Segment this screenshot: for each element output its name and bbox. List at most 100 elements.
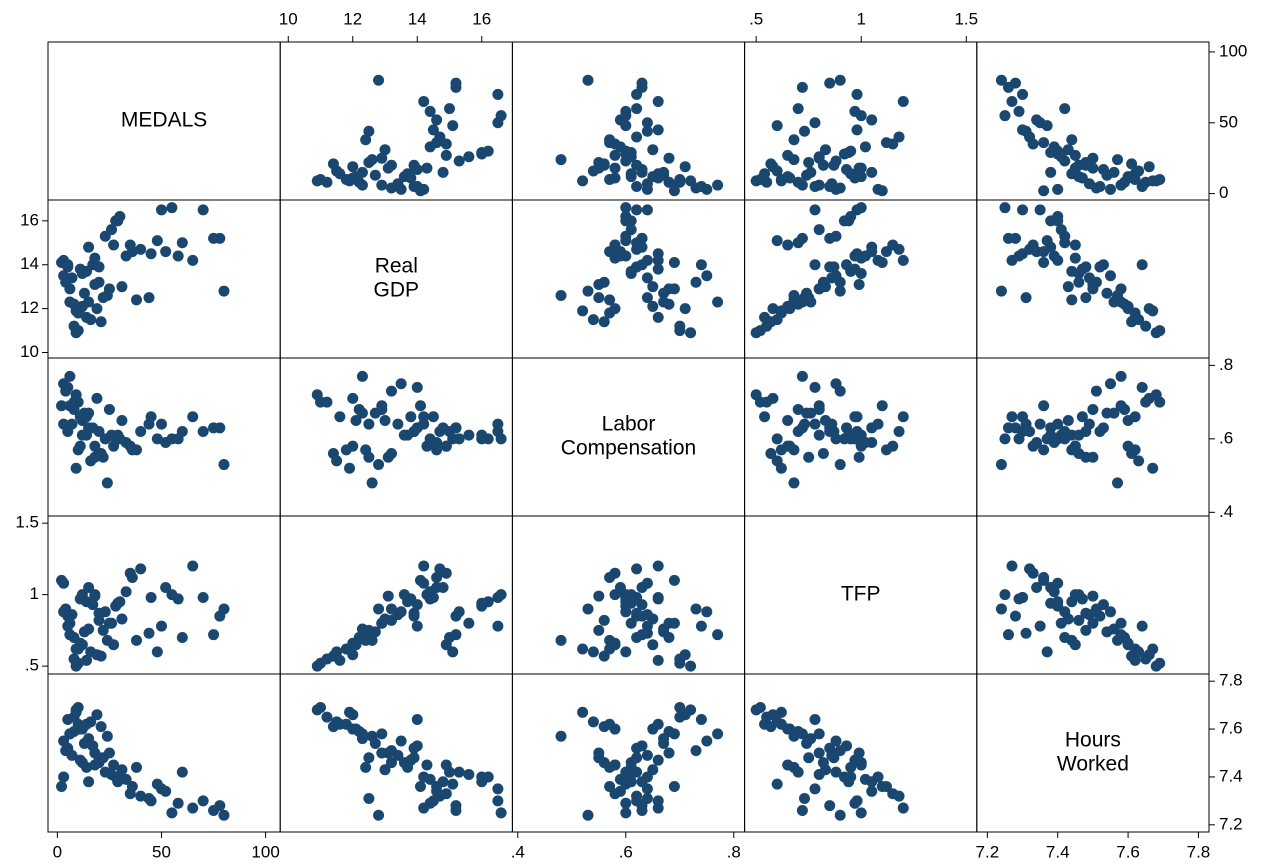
point [93,425,105,437]
point [1034,620,1046,632]
point [813,283,825,295]
point [782,414,794,426]
point [609,162,621,174]
point [754,396,766,408]
point [1045,166,1057,178]
point [805,166,817,178]
point [841,740,853,752]
point [1059,230,1071,242]
point [641,792,653,804]
point [108,759,120,771]
point [160,437,172,449]
point [376,400,388,412]
point [187,560,199,572]
point [1115,617,1127,629]
point [363,125,375,137]
point [1010,610,1021,622]
point [817,448,829,460]
point [492,795,504,807]
point [376,179,388,191]
point [72,657,84,669]
point [587,646,599,658]
point [1059,103,1071,115]
point [668,257,680,269]
point [641,292,653,304]
point [327,448,339,460]
point [1080,624,1092,636]
point [93,607,105,619]
point [658,623,670,635]
point [418,560,430,572]
point [820,764,832,776]
variable-label: MEDALS [121,109,207,132]
point [74,637,86,649]
point [431,444,443,456]
point [872,183,884,195]
point [767,392,779,404]
point [106,617,118,629]
point [373,74,385,86]
point [1066,134,1078,146]
point [64,283,76,295]
point [112,597,124,609]
point [1006,411,1018,423]
point [828,752,840,764]
point [695,713,707,725]
point [427,124,439,136]
point [1112,154,1124,166]
point [830,230,842,242]
point [1087,617,1099,629]
point [620,120,632,132]
point [208,804,220,816]
variable-label: Compensation [561,437,696,460]
point [851,124,863,136]
panel-frame [279,515,513,675]
point [1020,292,1032,304]
point [58,577,70,589]
point [369,169,381,181]
point [187,411,199,423]
point [625,171,637,183]
point [116,764,128,776]
point [187,254,199,266]
point [855,757,867,769]
point [582,809,594,821]
point [1069,639,1081,651]
point [1076,411,1088,423]
point [620,155,632,167]
point [1087,590,1099,602]
point [866,114,878,126]
point [849,411,861,423]
point [798,125,810,137]
point [792,176,804,188]
point [1052,254,1064,266]
y-tick-label: 7.4 [1219,766,1243,785]
point [1154,657,1166,669]
point [1126,158,1138,170]
point [120,586,132,598]
point [155,418,167,430]
point [1002,81,1014,93]
point [347,440,359,452]
point [1034,204,1046,216]
point [641,204,653,216]
point [120,773,132,785]
point [376,152,388,164]
point [609,759,621,771]
point [824,77,836,89]
point [411,620,423,632]
point [151,235,163,247]
point [636,599,648,611]
point [604,137,616,149]
point [631,204,643,216]
point [1059,155,1071,167]
point [695,620,707,632]
point [363,752,375,764]
point [712,629,724,641]
point [366,154,378,166]
point [1143,392,1155,404]
point [356,733,368,745]
point [813,400,825,412]
point [126,246,138,258]
point [809,783,821,795]
